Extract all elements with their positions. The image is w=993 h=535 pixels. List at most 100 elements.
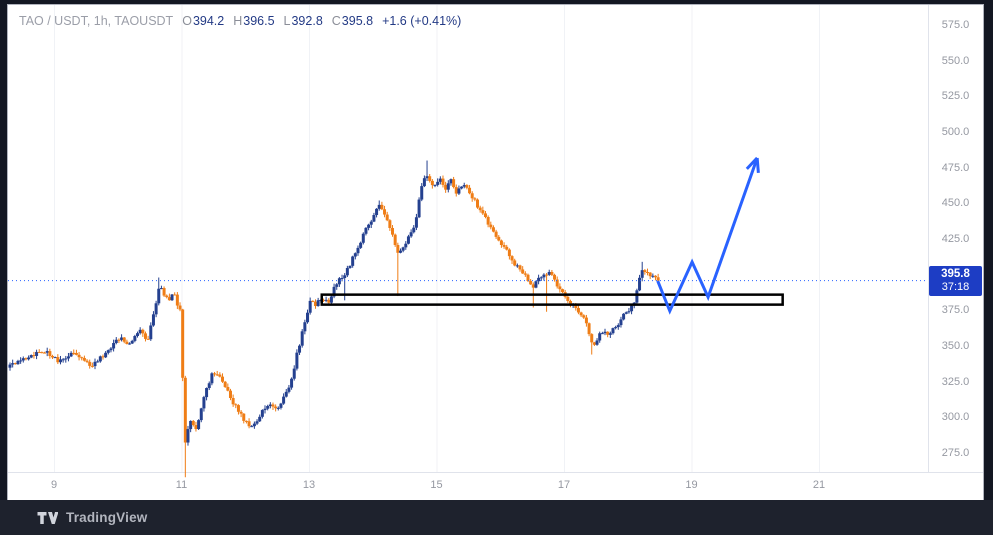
candle-body <box>521 269 525 274</box>
candle-body <box>454 187 458 194</box>
candle-body <box>93 361 97 367</box>
candle-body <box>489 224 493 228</box>
candle-body <box>414 217 418 228</box>
tradingview-logo-icon[interactable] <box>37 510 58 526</box>
candle-body <box>531 284 535 288</box>
candle-body <box>197 420 201 430</box>
candle-body <box>627 311 631 313</box>
candle-body <box>51 356 55 358</box>
candle-body <box>518 265 522 270</box>
candle-body <box>468 187 472 194</box>
candle-body <box>234 404 238 406</box>
candle-body <box>228 390 232 399</box>
candle-body <box>483 213 487 217</box>
candle-body <box>271 404 275 407</box>
candle-body <box>101 356 105 358</box>
current-price-badge[interactable]: 395.8 37:18 <box>929 265 982 296</box>
candle-body <box>348 265 352 269</box>
candle-body <box>561 289 565 293</box>
candle-body <box>11 363 15 365</box>
candle-body <box>422 178 426 187</box>
candle-body <box>377 204 381 209</box>
candle-body <box>98 356 102 362</box>
candle-body <box>205 388 209 398</box>
candle-body <box>584 317 588 324</box>
candle-body <box>494 231 498 237</box>
candle-body <box>598 333 602 341</box>
candle-body <box>568 301 572 305</box>
candle-body <box>157 288 161 304</box>
candle-wick <box>75 349 77 356</box>
candle-wick <box>397 242 399 297</box>
candle-body <box>638 277 642 291</box>
candle-body <box>449 179 453 184</box>
candle-body <box>32 355 36 357</box>
projection-arrow-head <box>755 157 760 174</box>
projection-arrow[interactable] <box>656 157 759 315</box>
candle-body <box>473 198 477 200</box>
candle-body <box>515 265 519 267</box>
candle-body <box>502 245 506 247</box>
ohlc-high: H396.5 <box>233 14 275 28</box>
candle-body <box>446 183 450 190</box>
candle-body <box>457 188 461 194</box>
candle-body <box>69 352 73 357</box>
candle-body <box>385 214 389 221</box>
candle-body <box>428 176 432 181</box>
candle-body <box>250 426 254 428</box>
symbol-legend[interactable]: TAO / USDT, 1h, TAOUSDT O394.2 H396.5 L3… <box>19 14 461 28</box>
price-axis-label: 300.0 <box>941 411 970 424</box>
time-axis-label: 21 <box>812 479 826 491</box>
tradingview-brand-text[interactable]: TradingView <box>66 510 148 525</box>
candle-body <box>337 278 341 285</box>
candle-body <box>497 236 501 241</box>
candle-body <box>476 199 480 208</box>
candle-wick <box>591 333 593 355</box>
candle-body <box>401 247 405 251</box>
candle-body <box>279 403 283 408</box>
candle-body <box>21 358 25 361</box>
candle-body <box>420 186 424 200</box>
candle-body <box>630 305 634 312</box>
candle-body <box>181 309 185 378</box>
candle-body <box>88 361 92 366</box>
candle-body <box>653 275 657 278</box>
candle-body <box>268 404 272 407</box>
time-scale[interactable]: 9 11 13 15 17 19 21 <box>8 472 983 500</box>
candle-body <box>491 227 495 232</box>
candle-body <box>388 220 392 228</box>
candle-wick <box>325 296 327 303</box>
candle-body <box>566 296 570 301</box>
candle-wick <box>235 403 237 409</box>
candle-body <box>614 327 618 329</box>
candle-body <box>332 286 336 297</box>
candle-body <box>194 425 198 430</box>
candle-body <box>218 374 222 377</box>
support-zone-rectangle[interactable] <box>320 293 784 306</box>
candle-body <box>104 352 108 358</box>
candle-body <box>470 193 474 199</box>
candle-body <box>80 357 84 359</box>
candle-body <box>545 274 549 276</box>
candle-body <box>199 408 203 421</box>
candle-body <box>412 227 416 233</box>
candle-body <box>170 294 174 301</box>
candle-body <box>109 348 113 351</box>
price-scale[interactable]: 575.0550.0525.0500.0475.0450.0425.0400.0… <box>928 5 983 472</box>
candle-wick <box>601 331 603 334</box>
candle-body <box>606 331 610 335</box>
ohlc-close: C395.8 <box>331 14 374 28</box>
price-axis-label: 450.0 <box>941 197 970 210</box>
candle-body <box>513 260 517 266</box>
candle-body <box>335 284 339 287</box>
candle-body <box>213 373 217 375</box>
candlestick-plot-area[interactable] <box>8 5 983 500</box>
candle-body <box>210 373 214 384</box>
candle-body <box>462 185 466 187</box>
candle-body <box>239 411 243 414</box>
candle-body <box>441 178 445 185</box>
candle-body <box>207 383 211 389</box>
candle-body <box>8 364 12 368</box>
candle-body <box>117 339 121 341</box>
candle-body <box>130 340 134 344</box>
